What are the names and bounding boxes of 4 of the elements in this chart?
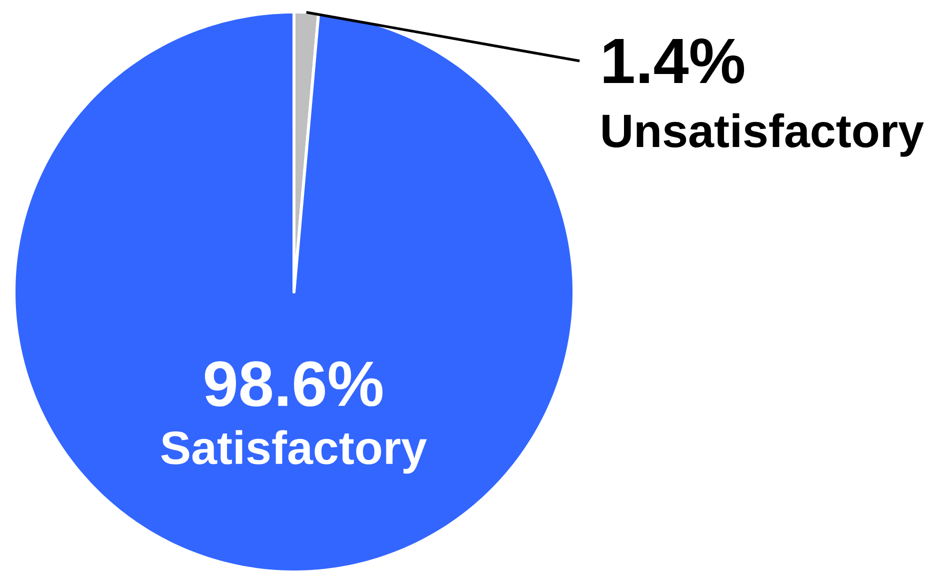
data-label: 98.6%: [204, 361, 382, 407]
data-label: 1.4%: [604, 38, 744, 84]
slice-label: Unsatisfactory: [602, 113, 924, 157]
slice-label: Satisfactory: [161, 430, 427, 474]
